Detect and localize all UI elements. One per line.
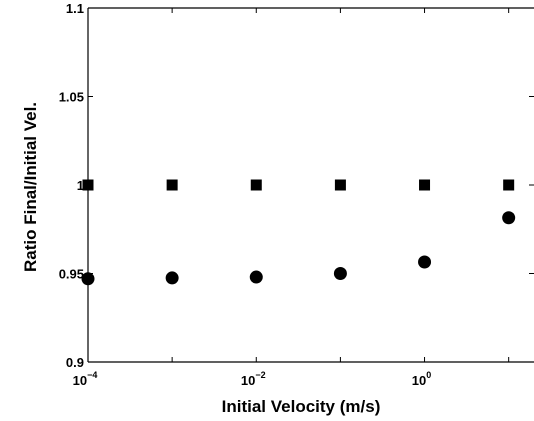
square-point (82, 179, 94, 191)
y-tick-label: 0.95 (59, 267, 84, 282)
x-tick-label: 10−2 (241, 370, 266, 388)
square-point (250, 179, 262, 191)
y-tick-label: 1.05 (59, 90, 84, 105)
y-tick-label: 1 (77, 178, 84, 193)
axes (87, 7, 534, 363)
square-point (334, 179, 346, 191)
x-tick-label: 10−4 (73, 370, 98, 388)
x-axis-label: Initial Velocity (m/s) (222, 397, 381, 416)
y-tick-label: 1.1 (66, 1, 84, 16)
ticks: 0.9 0.95 1 1.05 1.1 10−4 10−2 100 (59, 1, 534, 388)
circle-point (502, 211, 516, 225)
y-tick-label: 0.9 (66, 355, 84, 370)
circle-point (81, 272, 95, 286)
circle-point (418, 255, 432, 269)
square-point (419, 179, 431, 191)
circle-point (333, 267, 347, 280)
x-tick-label: 100 (412, 370, 431, 388)
data-marks (81, 179, 516, 286)
square-point (503, 179, 515, 191)
circle-point (249, 270, 263, 284)
square-point (166, 179, 178, 191)
y-axis-label: Ratio Final/Initial Vel. (21, 102, 40, 272)
circle-point (165, 271, 179, 285)
